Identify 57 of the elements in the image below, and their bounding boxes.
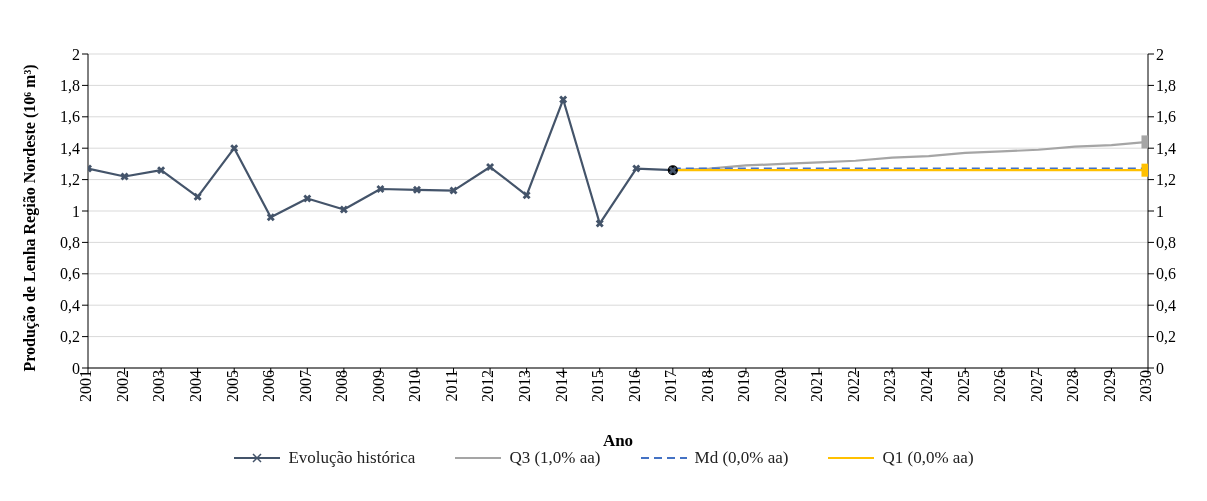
x-tick-label: 2024	[918, 370, 936, 402]
x-tick-label: 2027	[1027, 370, 1045, 402]
x-tick-label: 2026	[991, 370, 1009, 402]
x-tick-label: 2007	[296, 370, 314, 402]
x-tick-label: 2017	[662, 370, 680, 402]
y-tick-label: 0	[72, 359, 80, 377]
y2-tick-label: 0,2	[1156, 328, 1176, 346]
y-tick-label: 1,2	[60, 171, 80, 189]
legend-label: Md (0,0% aa)	[694, 448, 789, 468]
y-tick-label: 0,4	[60, 296, 80, 314]
x-tick-label: 2011	[442, 370, 460, 402]
x-tick-label: 2015	[589, 370, 607, 402]
x-tick-label: 2012	[479, 370, 497, 402]
x-tick-label: 2013	[515, 370, 533, 402]
x-tick-label: 2029	[1100, 370, 1118, 402]
x-tick-label: 2002	[113, 370, 131, 402]
x-tick-label: 2009	[369, 370, 387, 402]
y-tick-label: 0,2	[60, 328, 80, 346]
y-tick-label: 1,4	[60, 139, 80, 157]
y2-tick-label: 0,8	[1156, 234, 1176, 252]
x-tick-label: 2023	[881, 370, 899, 402]
x-tick-label: 2008	[333, 370, 351, 402]
x-tick-label: 2010	[406, 370, 424, 402]
y2-tick-label: 0,4	[1156, 296, 1176, 314]
x-axis-title: Ano	[602, 431, 634, 450]
y-tick-label: 2	[72, 45, 80, 63]
y2-tick-label: 1,6	[1156, 108, 1176, 126]
x-tick-label: 2025	[954, 370, 972, 402]
x-tick-label: 2006	[260, 370, 278, 402]
y-axis-title: Produção de Lenha Região Nordeste (10⁶ m³)	[21, 64, 39, 372]
x-tick-label: 2004	[187, 370, 205, 402]
y2-tick-label: 0	[1156, 359, 1164, 377]
x-tick-label: 2019	[735, 370, 753, 402]
y2-tick-label: 1,4	[1156, 139, 1176, 157]
y-tick-label: 0,6	[60, 265, 80, 283]
x-tick-label: 2005	[223, 370, 241, 402]
x-tick-label: 2020	[771, 370, 789, 402]
y2-tick-label: 0,6	[1156, 265, 1176, 283]
y2-tick-label: 2	[1156, 45, 1164, 63]
x-tick-label: 2016	[625, 370, 643, 402]
y2-tick-label: 1	[1156, 202, 1164, 220]
y2-tick-label: 1,2	[1156, 171, 1176, 189]
legend-label: Evolução histórica	[288, 448, 416, 468]
x-tick-label: 2021	[808, 370, 826, 402]
x-tick-label: 2003	[150, 370, 168, 402]
legend-label: Q1 (0,0% aa)	[882, 448, 974, 468]
x-tick-label: 2018	[698, 370, 716, 402]
x-tick-label: 2022	[844, 370, 862, 402]
y-tick-label: 1	[72, 202, 80, 220]
legend-label: Q3 (1,0% aa)	[509, 448, 601, 468]
x-tick-label: 2028	[1064, 370, 1082, 402]
y2-tick-label: 1,8	[1156, 77, 1176, 95]
x-tick-label: 2014	[552, 370, 570, 402]
y-tick-label: 1,8	[60, 77, 80, 95]
x-tick-label: 2030	[1137, 370, 1155, 402]
y-tick-label: 1,6	[60, 108, 80, 126]
y-tick-label: 0,8	[60, 234, 80, 252]
